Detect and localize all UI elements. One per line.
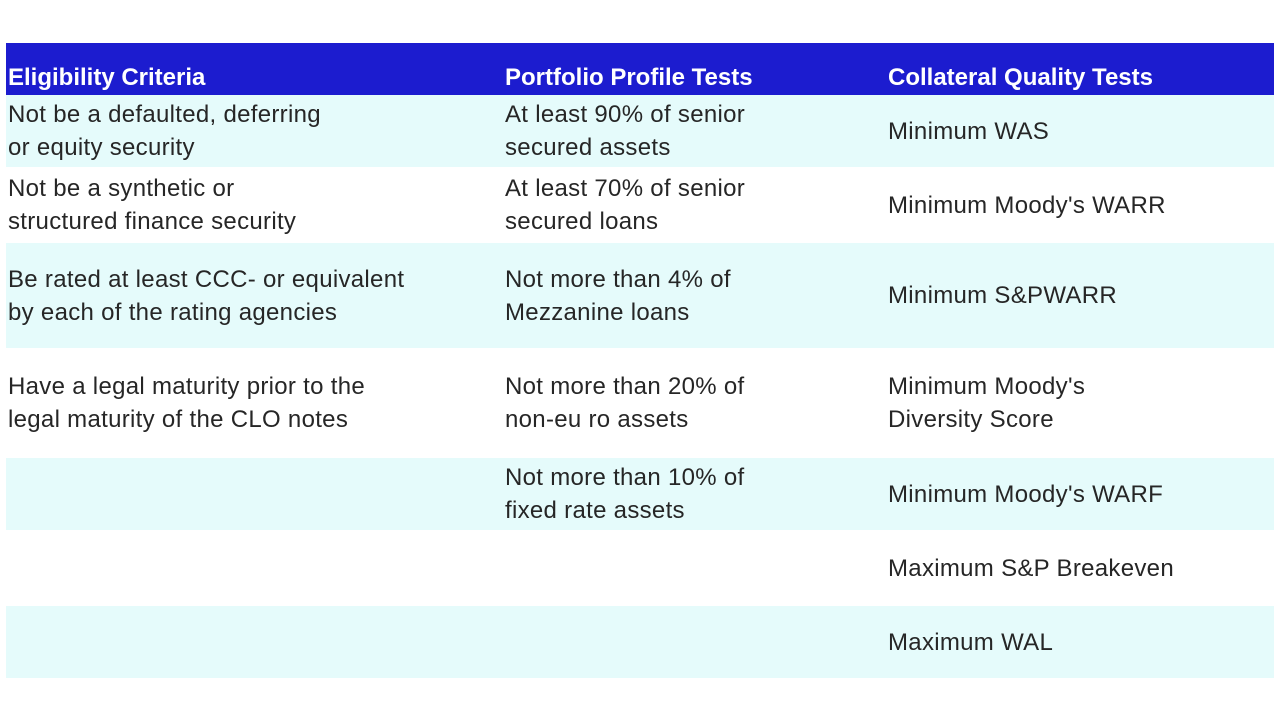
eligibility-cell bbox=[6, 530, 503, 606]
collateral-cell: Maximum S&P Breakeven bbox=[888, 554, 1174, 582]
eligibility-cell bbox=[6, 458, 503, 530]
collateral-cell: Minimum S&PWARR bbox=[888, 282, 1117, 309]
header-eligibility-criteria: Eligibility Criteria bbox=[8, 64, 206, 91]
table-row: Be rated at least CCC- or equivalent by … bbox=[6, 243, 1274, 348]
collateral-cell: Minimum Moody's Diversity Score bbox=[888, 373, 1086, 433]
portfolio-cell: Not more than 20% of non-eu ro assets bbox=[505, 373, 745, 433]
eligibility-cell: Have a legal maturity prior to the legal… bbox=[8, 373, 366, 433]
portfolio-cell bbox=[503, 606, 886, 678]
criteria-table: Eligibility Criteria Portfolio Profile T… bbox=[6, 43, 1274, 678]
portfolio-cell: Not more than 10% of fixed rate assets bbox=[505, 464, 745, 524]
table-row: Not more than 10% of fixed rate assets M… bbox=[6, 458, 1274, 530]
table-row: Have a legal maturity prior to the legal… bbox=[6, 348, 1274, 458]
collateral-cell: Maximum WAL bbox=[888, 628, 1054, 656]
table-row: Not be a synthetic or structured finance… bbox=[6, 167, 1274, 243]
portfolio-cell: At least 90% of senior secured assets bbox=[505, 101, 746, 161]
table-row: Maximum S&P Breakeven bbox=[6, 530, 1274, 606]
criteria-table-container: Eligibility Criteria Portfolio Profile T… bbox=[6, 43, 1274, 678]
collateral-cell: Minimum Moody's WARF bbox=[888, 480, 1164, 508]
header-collateral-quality-tests: Collateral Quality Tests bbox=[888, 64, 1153, 91]
table-row: Not be a defaulted, deferring or equity … bbox=[6, 95, 1274, 167]
eligibility-cell: Be rated at least CCC- or equivalent by … bbox=[8, 265, 405, 326]
table-row: Maximum WAL bbox=[6, 606, 1274, 678]
eligibility-cell bbox=[6, 606, 503, 678]
header-portfolio-profile-tests: Portfolio Profile Tests bbox=[505, 64, 753, 91]
collateral-cell: Minimum WAS bbox=[888, 117, 1050, 145]
portfolio-cell: At least 70% of senior secured loans bbox=[505, 175, 746, 235]
table-header-row: Eligibility Criteria Portfolio Profile T… bbox=[6, 43, 1274, 95]
collateral-cell: Minimum Moody's WARR bbox=[888, 191, 1166, 219]
eligibility-cell: Not be a defaulted, deferring or equity … bbox=[8, 101, 321, 161]
portfolio-cell bbox=[503, 530, 886, 606]
portfolio-cell: Not more than 4% of Mezzanine loans bbox=[505, 265, 731, 326]
eligibility-cell: Not be a synthetic or structured finance… bbox=[8, 175, 297, 235]
